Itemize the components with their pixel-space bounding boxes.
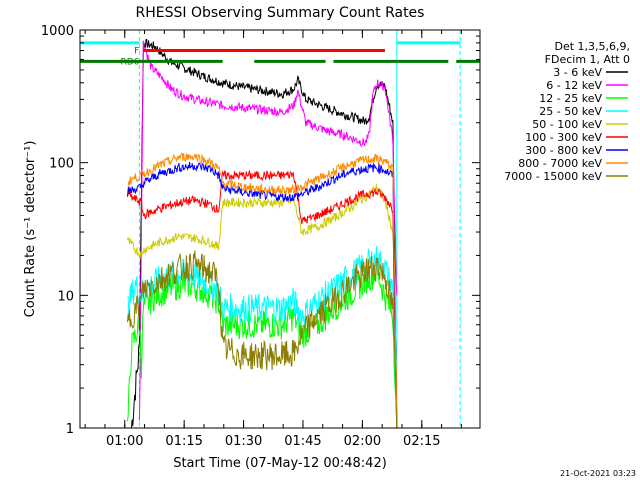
series-line-3 (127, 245, 398, 428)
chart-title: RHESSI Observing Summary Count Rates (136, 5, 425, 21)
y-tick-label-3: 1000 (41, 24, 74, 39)
series-line-1 (138, 40, 398, 421)
legend-label-8: 7000 - 15000 keV (504, 170, 602, 183)
legend-label-7: 800 - 7000 keV (518, 157, 602, 170)
legend-label-2: 12 - 25 keV (539, 92, 602, 105)
legend-label-0: 3 - 6 keV (553, 66, 602, 79)
legend-header-0: Det 1,3,5,6,9, (554, 40, 630, 53)
x-tick-label-3: 01:45 (284, 434, 321, 449)
plot-area (80, 30, 480, 428)
footer-date: 21-Oct-2021 03:23 (560, 469, 636, 478)
y-tick-label-1: 10 (57, 289, 74, 304)
legend-header-1: FDecim 1, Att 0 (545, 53, 630, 66)
legend-label-1: 6 - 12 keV (546, 79, 602, 92)
legend-label-5: 100 - 300 keV (525, 131, 602, 144)
y-tick-label-2: 100 (49, 157, 74, 172)
series-line-6 (127, 161, 398, 428)
x-tick-label-1: 01:15 (165, 434, 202, 449)
y-axis-label: Count Rate (s⁻¹ detector⁻¹) (23, 141, 38, 318)
legend-label-4: 50 - 100 keV (532, 118, 602, 131)
series-line-7 (127, 152, 398, 428)
flag-label-0: F (134, 47, 139, 57)
x-tick-label-4: 02:00 (344, 434, 381, 449)
y-tick-label-0: 1 (66, 422, 74, 437)
series-line-5 (127, 169, 398, 428)
series-line-0 (131, 38, 398, 428)
legend-label-3: 25 - 50 keV (539, 105, 602, 118)
x-tick-label-2: 01:30 (225, 434, 262, 449)
x-tick-label-0: 01:00 (106, 434, 143, 449)
x-tick-label-5: 02:15 (403, 434, 440, 449)
plot-frame (79, 29, 481, 429)
legend-label-6: 300 - 800 keV (525, 144, 602, 157)
flag-label-1: RD6 (120, 57, 139, 67)
axis-ticks: 1 10 100 1000 01:00 01:15 01:30 01:45 02:00 02:15 (41, 24, 480, 449)
x-axis-label: Start Time (07-May-12 00:48:42) (173, 456, 387, 471)
series-line-4 (127, 184, 398, 428)
series-line-8 (127, 250, 398, 428)
legend: Det 1,3,5,6,9,FDecim 1, Att 03 - 6 keV6 … (504, 40, 630, 183)
